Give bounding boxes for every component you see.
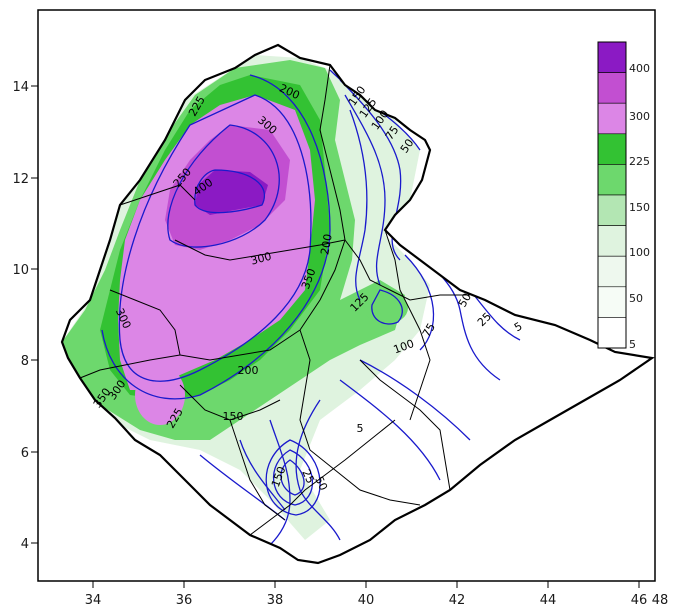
contour-line [349,109,368,301]
region-border [119,184,196,206]
x-tick-label: 44 [540,593,557,608]
legend-bin [597,317,627,349]
contour-line [273,449,314,506]
region-border [384,229,431,421]
y-tick-label: 6 [21,446,29,461]
x-tick-label: 36 [176,593,193,608]
contour-line [239,439,286,511]
contour-line [359,359,471,441]
contour-line [167,124,280,248]
contour-line [280,459,305,496]
legend-label: 150 [629,201,650,214]
legend: 400 300 225 150 100 50 5 [597,41,650,351]
x-tick-label: 46 [631,593,648,608]
x-tick-label: 34 [85,593,102,608]
y-tick-label: 8 [21,354,29,369]
legend-bin [597,225,627,257]
region-border [179,329,301,361]
contour-line [101,74,331,400]
legend-bin [597,286,627,318]
legend-label: 400 [629,62,650,75]
region-border [174,239,346,261]
legend-bin [597,72,627,104]
contour-label: 200 [238,364,259,377]
y-tick-labels: 14 12 10 8 6 4 [12,80,29,552]
country-border [60,43,655,565]
contour-label: 50 [456,291,474,310]
legend-bin [597,194,627,226]
region-border [344,239,470,301]
y-tick-label: 14 [12,80,29,95]
x-tick-label: 38 [267,593,284,608]
region-border [79,354,181,379]
legend-label: 100 [629,246,650,259]
contour-line [339,79,402,261]
contour-lines [101,69,521,546]
legend-bin [597,133,627,165]
contour-line [344,94,386,286]
contour-label: 5 [357,422,364,435]
region-border [299,64,346,331]
legend-label: 300 [629,110,650,123]
legend-color-bins [597,41,627,349]
region-border [109,289,181,356]
contour-line [371,289,403,325]
y-tick-label: 4 [21,537,29,552]
contour-label: 25 [299,467,317,485]
region-border [249,419,396,536]
region-border [299,329,421,506]
contour-line [295,399,341,541]
contour-line [194,169,265,214]
legend-bin [597,164,627,196]
y-tick-label: 12 [12,172,29,187]
y-axis [31,85,38,544]
boundaries [60,43,655,565]
region-purple [195,170,268,215]
legend-labels: 400 300 225 150 100 50 5 [629,62,650,351]
contour-line [118,94,312,382]
contour-line [265,439,321,516]
legend-bin [597,255,627,288]
contour-label: 75 [420,321,438,340]
legend-bin [597,41,627,73]
legend-bin [597,102,627,135]
contour-line [339,379,441,481]
x-tick-label: 42 [449,593,466,608]
contour-label: 150 [223,410,244,423]
contour-line [404,254,435,351]
x-axis [92,581,640,588]
rainfall-fill [62,45,652,563]
legend-frame [597,41,627,349]
x-tick-label: 40 [358,593,375,608]
region-border [359,359,451,491]
x-tick-label: 48 [652,593,669,608]
contour-label: 50 [312,474,330,492]
contour-label: 200 [318,233,334,256]
contour-line [269,419,291,546]
y-tick-label: 10 [12,263,29,278]
contour-label: 300 [249,250,273,268]
legend-label: 225 [629,155,650,168]
x-tick-labels: 34 36 38 40 42 44 46 48 [85,593,669,608]
region-border [229,419,286,521]
legend-label: 50 [629,292,643,305]
legend-label: 5 [629,338,636,351]
